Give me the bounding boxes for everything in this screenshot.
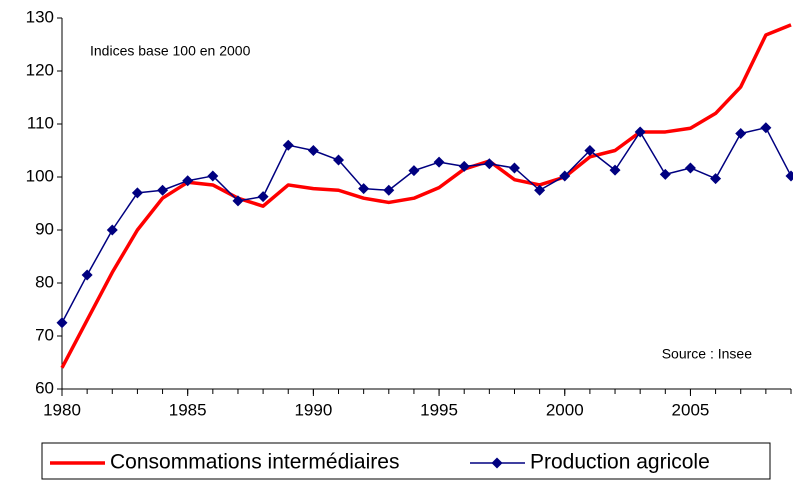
- point-marker: [785, 170, 793, 182]
- point-marker: [307, 145, 319, 156]
- point-marker: [659, 168, 671, 180]
- point-marker: [182, 175, 194, 187]
- point-marker: [483, 158, 495, 170]
- point-marker: [408, 165, 420, 177]
- point-marker: [282, 139, 294, 151]
- point-marker: [383, 184, 395, 196]
- legend-label: Production agricole: [530, 451, 710, 474]
- point-marker: [735, 128, 747, 140]
- point-marker: [56, 317, 68, 329]
- point-marker: [634, 126, 646, 138]
- point-marker: [333, 154, 345, 166]
- x-tick-label: 1980: [43, 400, 81, 419]
- y-tick-label: 70: [35, 325, 54, 344]
- annotation: Indices base 100 en 2000: [90, 43, 251, 59]
- y-tick-label: 60: [35, 378, 54, 397]
- point-marker: [458, 160, 470, 172]
- point-marker: [232, 195, 244, 207]
- point-marker: [358, 183, 370, 195]
- point-marker: [559, 170, 571, 182]
- point-marker: [609, 164, 621, 176]
- point-marker: [684, 162, 696, 174]
- x-tick-label: 1985: [169, 400, 207, 419]
- point-marker: [760, 122, 772, 134]
- point-marker: [81, 269, 93, 281]
- x-tick-label: 2000: [546, 400, 584, 419]
- point-marker: [157, 184, 169, 196]
- y-tick-label: 120: [26, 60, 54, 79]
- point-marker: [508, 162, 520, 174]
- y-tick-label: 130: [26, 7, 54, 26]
- point-marker: [534, 184, 546, 196]
- point-marker: [106, 224, 118, 236]
- point-marker: [433, 156, 445, 168]
- y-tick-label: 80: [35, 272, 54, 291]
- legend-marker: [491, 457, 503, 469]
- point-marker: [207, 170, 219, 182]
- x-tick-label: 2005: [672, 400, 710, 419]
- legend-label: Consommations intermédiaires: [110, 451, 399, 474]
- x-tick-label: 1995: [420, 400, 458, 419]
- series-line: [60, 23, 792, 369]
- series-line: [61, 126, 792, 324]
- annotation: Source : Insee: [662, 346, 752, 362]
- x-tick-label: 1990: [294, 400, 332, 419]
- point-marker: [131, 187, 143, 199]
- y-tick-label: 90: [35, 219, 54, 238]
- point-marker: [257, 191, 269, 203]
- legend-box: [41, 442, 771, 480]
- y-tick-label: 110: [27, 113, 54, 132]
- point-marker: [710, 173, 722, 185]
- y-tick-label: 100: [26, 166, 54, 185]
- point-marker: [584, 145, 596, 156]
